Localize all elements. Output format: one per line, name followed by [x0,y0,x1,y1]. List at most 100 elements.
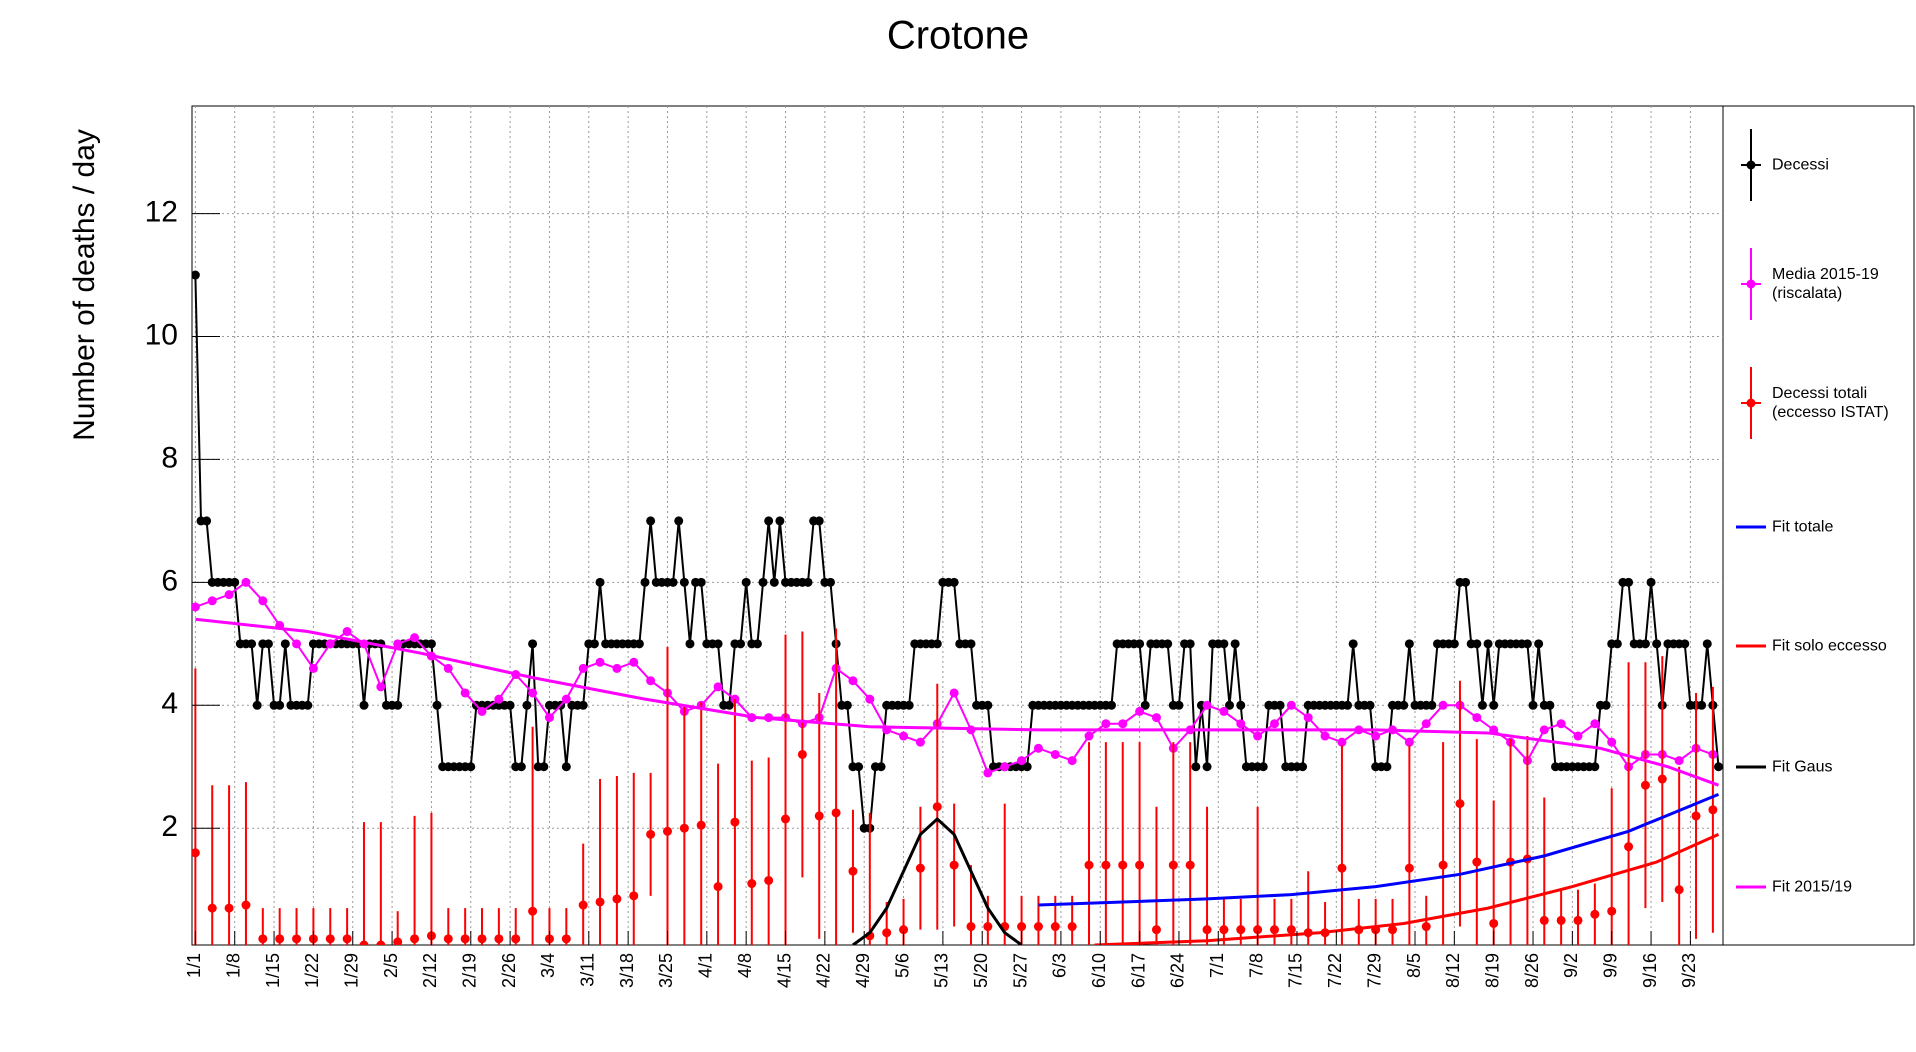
data-point [612,894,622,904]
x-tick-label: 5/6 [892,953,912,978]
x-tick-label: 8/5 [1404,953,1424,978]
data-point [292,639,302,649]
data-point [207,903,217,913]
data-point [241,900,251,910]
data-point [1101,860,1111,870]
data-point [511,934,521,944]
data-point [376,940,386,945]
y-tick-label: 12 [145,195,178,228]
data-point [1337,737,1347,747]
x-tick-label: 2/19 [460,953,480,988]
data-point [224,590,234,600]
x-tick-label: 4/15 [774,953,794,988]
data-point [1601,700,1611,710]
data-point [764,516,774,526]
data-point [1269,719,1279,729]
data-point [1236,925,1246,935]
data-point [646,829,656,839]
data-point [1522,639,1532,649]
data-point [1404,863,1414,873]
data-point [1017,922,1027,932]
data-point [904,700,914,710]
data-point [1236,700,1246,710]
data-point [561,762,571,772]
data-point [1135,639,1145,649]
data-point [685,639,695,649]
data-point [1528,700,1538,710]
data-point [1118,719,1128,729]
data-point [595,897,605,907]
data-point [1269,925,1279,935]
legend-swatch [1746,160,1756,170]
data-point [932,639,942,649]
data-point [1084,731,1094,741]
data-point [528,906,538,916]
data-point [528,688,538,698]
data-point [460,688,470,698]
y-tick-label: 4 [161,687,178,720]
data-point [1545,700,1555,710]
data-point [1674,756,1684,766]
data-point [192,270,200,280]
data-point [443,663,453,673]
data-point [1640,780,1650,790]
data-point [1202,700,1212,710]
data-point [1708,805,1718,815]
data-point [634,639,644,649]
data-point [595,657,605,667]
data-point [1607,906,1617,916]
data-point [1556,719,1566,729]
data-point [410,633,420,643]
data-point [865,694,875,704]
data-point [966,639,976,649]
data-point [764,875,774,885]
data-point [1337,863,1347,873]
data-point [741,577,751,587]
data-point [983,768,993,778]
data-point [1702,639,1712,649]
data-point [247,639,257,649]
data-point [1590,719,1600,729]
legend-label: Decessi [1772,156,1829,174]
data-point [1303,713,1313,723]
x-tick-label: 7/22 [1325,953,1345,988]
x-tick-label: 8/19 [1482,953,1502,988]
data-point [915,863,925,873]
data-point [1236,719,1246,729]
fit-line [1038,793,1720,907]
data-point [393,937,403,945]
data-point [460,934,470,944]
data-point [1253,925,1263,935]
data-point [1084,860,1094,870]
data-point [275,700,285,710]
data-point [932,802,942,812]
x-tick-label: 5/13 [932,953,952,988]
data-point [1472,713,1482,723]
data-point [443,934,453,944]
data-point [325,934,335,944]
data-point [1168,860,1178,870]
data-point [1135,860,1145,870]
data-point [713,882,723,892]
data-point [494,934,504,944]
data-point [1427,700,1437,710]
data-point [674,516,684,526]
data-point [752,639,762,649]
x-tick-label: 7/29 [1364,953,1384,988]
data-point [359,940,369,945]
data-point [646,516,656,526]
data-point [1000,762,1010,772]
x-tick-label: 1/8 [223,953,243,978]
data-point [758,577,768,587]
data-point [589,639,599,649]
data-point [1022,762,1032,772]
data-point [668,577,678,587]
data-point [410,934,420,944]
data-point [1714,762,1723,772]
data-point [1343,700,1353,710]
data-point [342,627,352,637]
data-point [612,663,622,673]
data-point [814,516,824,526]
data-point [1365,700,1375,710]
data-point [578,700,588,710]
